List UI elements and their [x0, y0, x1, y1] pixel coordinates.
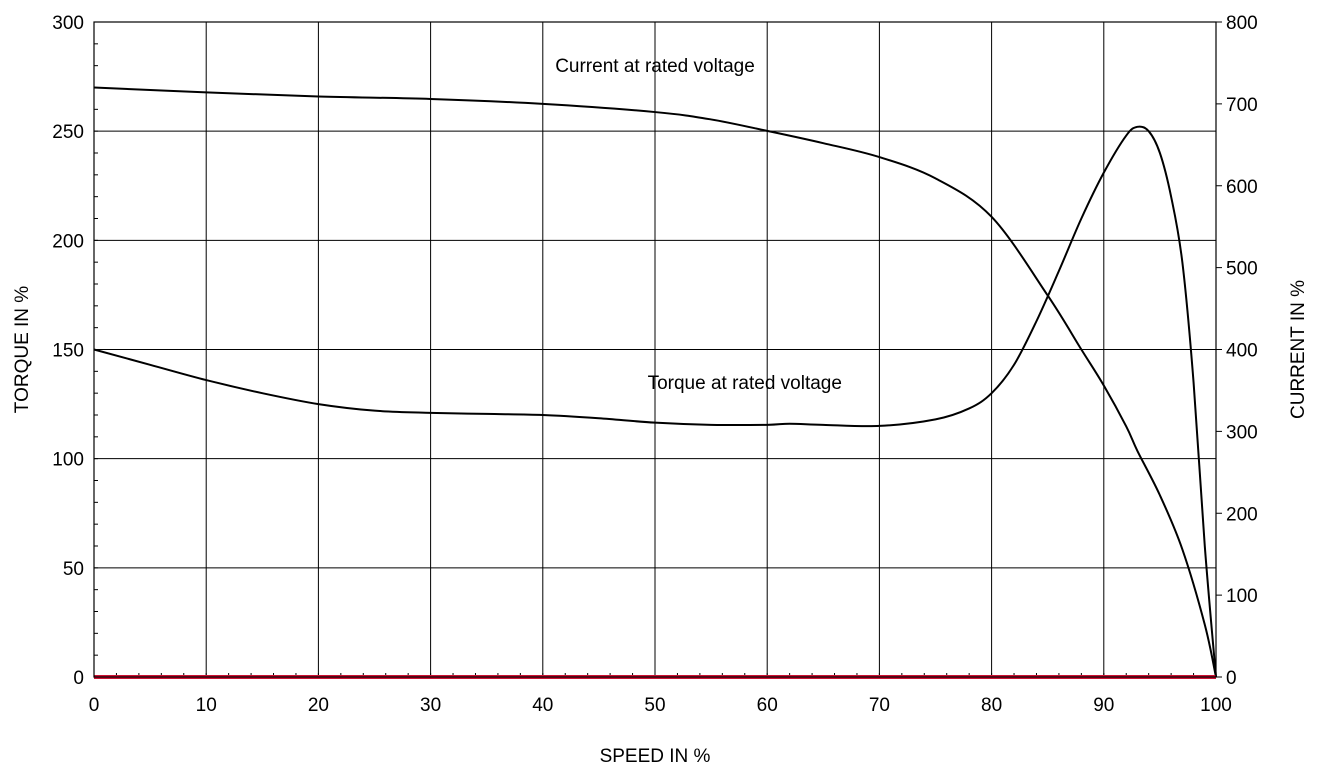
- current-at-rated-voltage-line: [93, 86, 1217, 678]
- x-tick-label: 40: [532, 695, 553, 716]
- x-tick-labels: 0 10 20 30 40 50 60 70 80 90 100: [89, 695, 1232, 716]
- y2-axis-title: CURRENT IN %: [1288, 280, 1309, 419]
- y-tick-label: 50: [63, 559, 84, 580]
- y2-tick-label: 500: [1226, 259, 1258, 280]
- x-tick-label: 100: [1200, 695, 1232, 716]
- x-tick-label: 20: [308, 695, 329, 716]
- x-tick-label: 10: [196, 695, 217, 716]
- torque-at-rated-voltage-line: [93, 125, 1217, 678]
- x-tick-label: 30: [420, 695, 441, 716]
- y-axis-title: TORQUE IN %: [12, 286, 33, 413]
- y2-tick-label: 300: [1226, 422, 1258, 443]
- y-tick-label: 0: [73, 668, 84, 689]
- x-tick-label: 0: [89, 695, 100, 716]
- y-tick-label: 200: [52, 231, 84, 252]
- y-tick-label: 250: [52, 122, 84, 143]
- y-tick-label: 300: [52, 13, 84, 34]
- y-tick-labels: 0 50 100 150 200 250 300: [52, 13, 84, 689]
- x-tick-label: 90: [1093, 695, 1114, 716]
- annotations: Current at rated voltage Torque at rated …: [555, 56, 842, 394]
- y2-tick-label: 600: [1226, 177, 1258, 198]
- grid: [94, 22, 1216, 677]
- y-tick-label: 150: [52, 341, 84, 362]
- x-tick-label: 60: [757, 695, 778, 716]
- y2-tick-label: 100: [1226, 586, 1258, 607]
- y2-tick-label: 400: [1226, 341, 1258, 362]
- y2-tick-labels: 0 100 200 300 400 500 600 700 800: [1226, 13, 1258, 689]
- series-layer: [93, 86, 1217, 678]
- y-tick-label: 100: [52, 450, 84, 471]
- x-tick-label: 80: [981, 695, 1002, 716]
- y2-tick-label: 800: [1226, 13, 1258, 34]
- y2-tick-label: 700: [1226, 95, 1258, 116]
- series-annotation: Torque at rated voltage: [648, 373, 842, 394]
- plot-frame: [93, 21, 1217, 678]
- x-tick-label: 50: [644, 695, 665, 716]
- x-tick-label: 70: [869, 695, 890, 716]
- y2-tick-label: 0: [1226, 668, 1237, 689]
- y2-tick-label: 200: [1226, 504, 1258, 525]
- x-axis-title: SPEED IN %: [600, 746, 711, 767]
- series-annotation: Current at rated voltage: [555, 56, 755, 77]
